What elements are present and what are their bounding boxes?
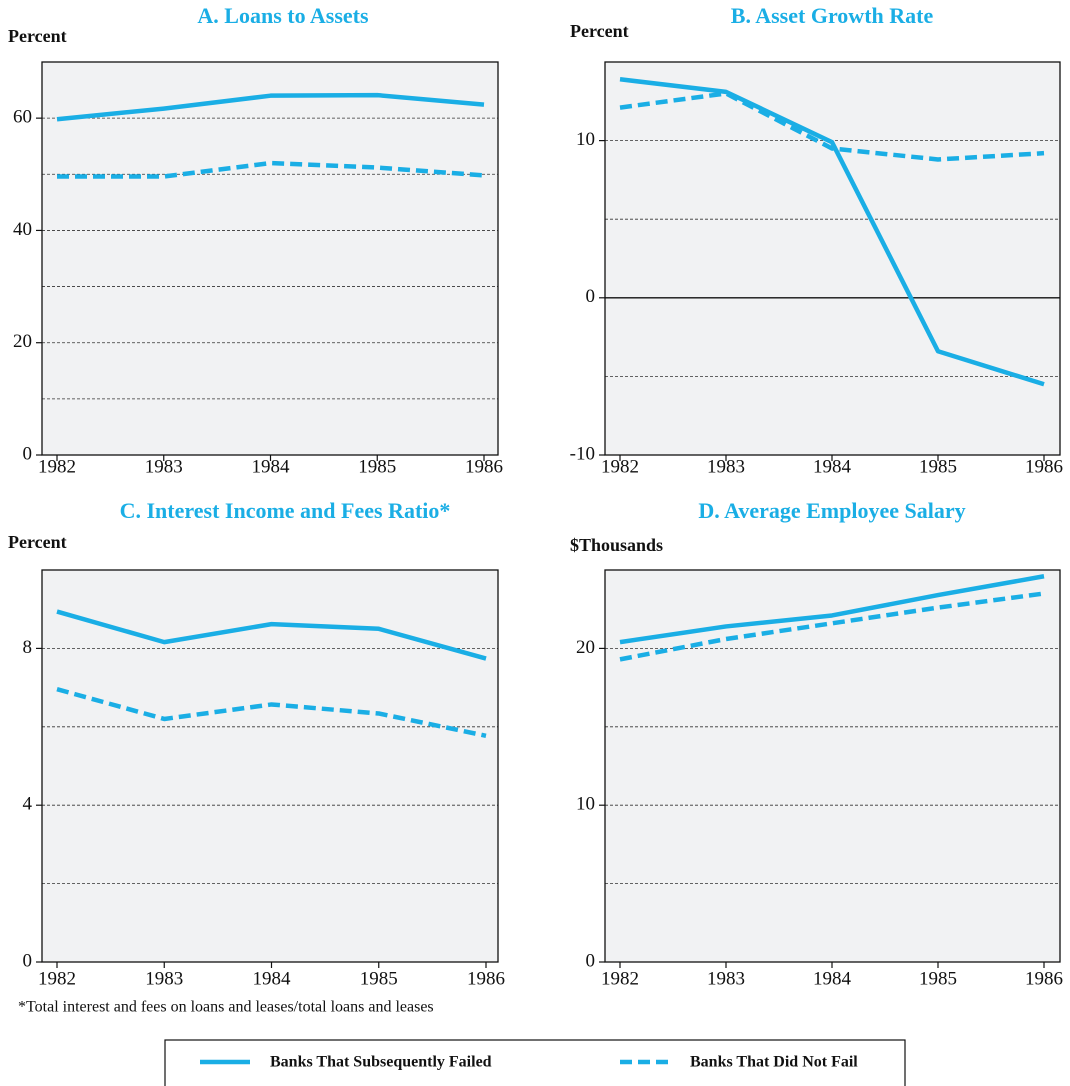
legend-box [164, 1039, 906, 1086]
y-tick-label: 40 [13, 219, 32, 240]
footnote: *Total interest and fees on loans and le… [18, 999, 434, 1016]
plot-area [605, 570, 1060, 962]
y-tick-label: 60 [13, 107, 32, 128]
x-tick-label: 1985 [919, 456, 957, 477]
plot-frame [41, 61, 499, 456]
series-line [619, 77, 1045, 387]
x-tick-label: 1982 [601, 456, 639, 477]
x-tick-label: 1982 [38, 456, 76, 477]
chart-title: C. Interest Income and Fees Ratio* [120, 498, 451, 523]
y-tick-label: 0 [23, 443, 33, 464]
x-tick-label: 1984 [252, 456, 291, 477]
y-tick-label: 20 [576, 637, 595, 658]
y-tick-label: 8 [23, 637, 33, 658]
series-line [56, 687, 487, 739]
x-tick-label: 1984 [813, 456, 852, 477]
x-tick-label: 1983 [707, 968, 745, 989]
y-tick-label: 4 [23, 794, 33, 815]
y-axis-label: Percent [8, 532, 67, 552]
x-tick-label: 1986 [467, 968, 505, 989]
y-tick-label: -10 [570, 443, 595, 464]
x-tick-label: 1986 [1025, 968, 1063, 989]
y-axis-label: Percent [8, 26, 67, 46]
y-tick-label: 10 [576, 129, 595, 150]
x-tick-label: 1986 [465, 456, 503, 477]
x-tick-label: 1985 [919, 968, 957, 989]
legend-label: Banks That Subsequently Failed [270, 1054, 492, 1071]
plot-area [42, 62, 498, 455]
plot-frame [604, 61, 1061, 456]
x-tick-label: 1985 [360, 968, 398, 989]
x-tick-label: 1982 [38, 968, 76, 989]
plot-area [42, 570, 498, 962]
y-tick-label: 10 [576, 794, 595, 815]
chart-title: B. Asset Growth Rate [731, 3, 934, 28]
x-tick-label: 1984 [253, 968, 292, 989]
y-tick-label: 0 [23, 950, 33, 971]
x-tick-label: 1983 [145, 968, 183, 989]
plot-frame [604, 569, 1061, 963]
legend-label: Banks That Did Not Fail [690, 1054, 858, 1071]
x-tick-label: 1984 [813, 968, 852, 989]
x-tick-label: 1982 [601, 968, 639, 989]
y-axis-label: $Thousands [570, 535, 663, 555]
x-tick-label: 1983 [145, 456, 183, 477]
series-line [619, 574, 1045, 645]
chart-title: A. Loans to Assets [197, 3, 369, 28]
y-tick-label: 20 [13, 331, 32, 352]
series-line [619, 91, 1045, 162]
plot-area [605, 62, 1060, 455]
y-axis-label: Percent [570, 21, 629, 41]
series-line [56, 609, 487, 661]
y-tick-label: 0 [586, 950, 596, 971]
chart-title: D. Average Employee Salary [698, 498, 965, 523]
x-tick-label: 1983 [707, 456, 745, 477]
series-line [56, 92, 485, 122]
x-tick-label: 1986 [1025, 456, 1063, 477]
plot-frame [41, 569, 499, 963]
y-tick-label: 0 [586, 286, 596, 307]
x-tick-label: 1985 [358, 456, 396, 477]
